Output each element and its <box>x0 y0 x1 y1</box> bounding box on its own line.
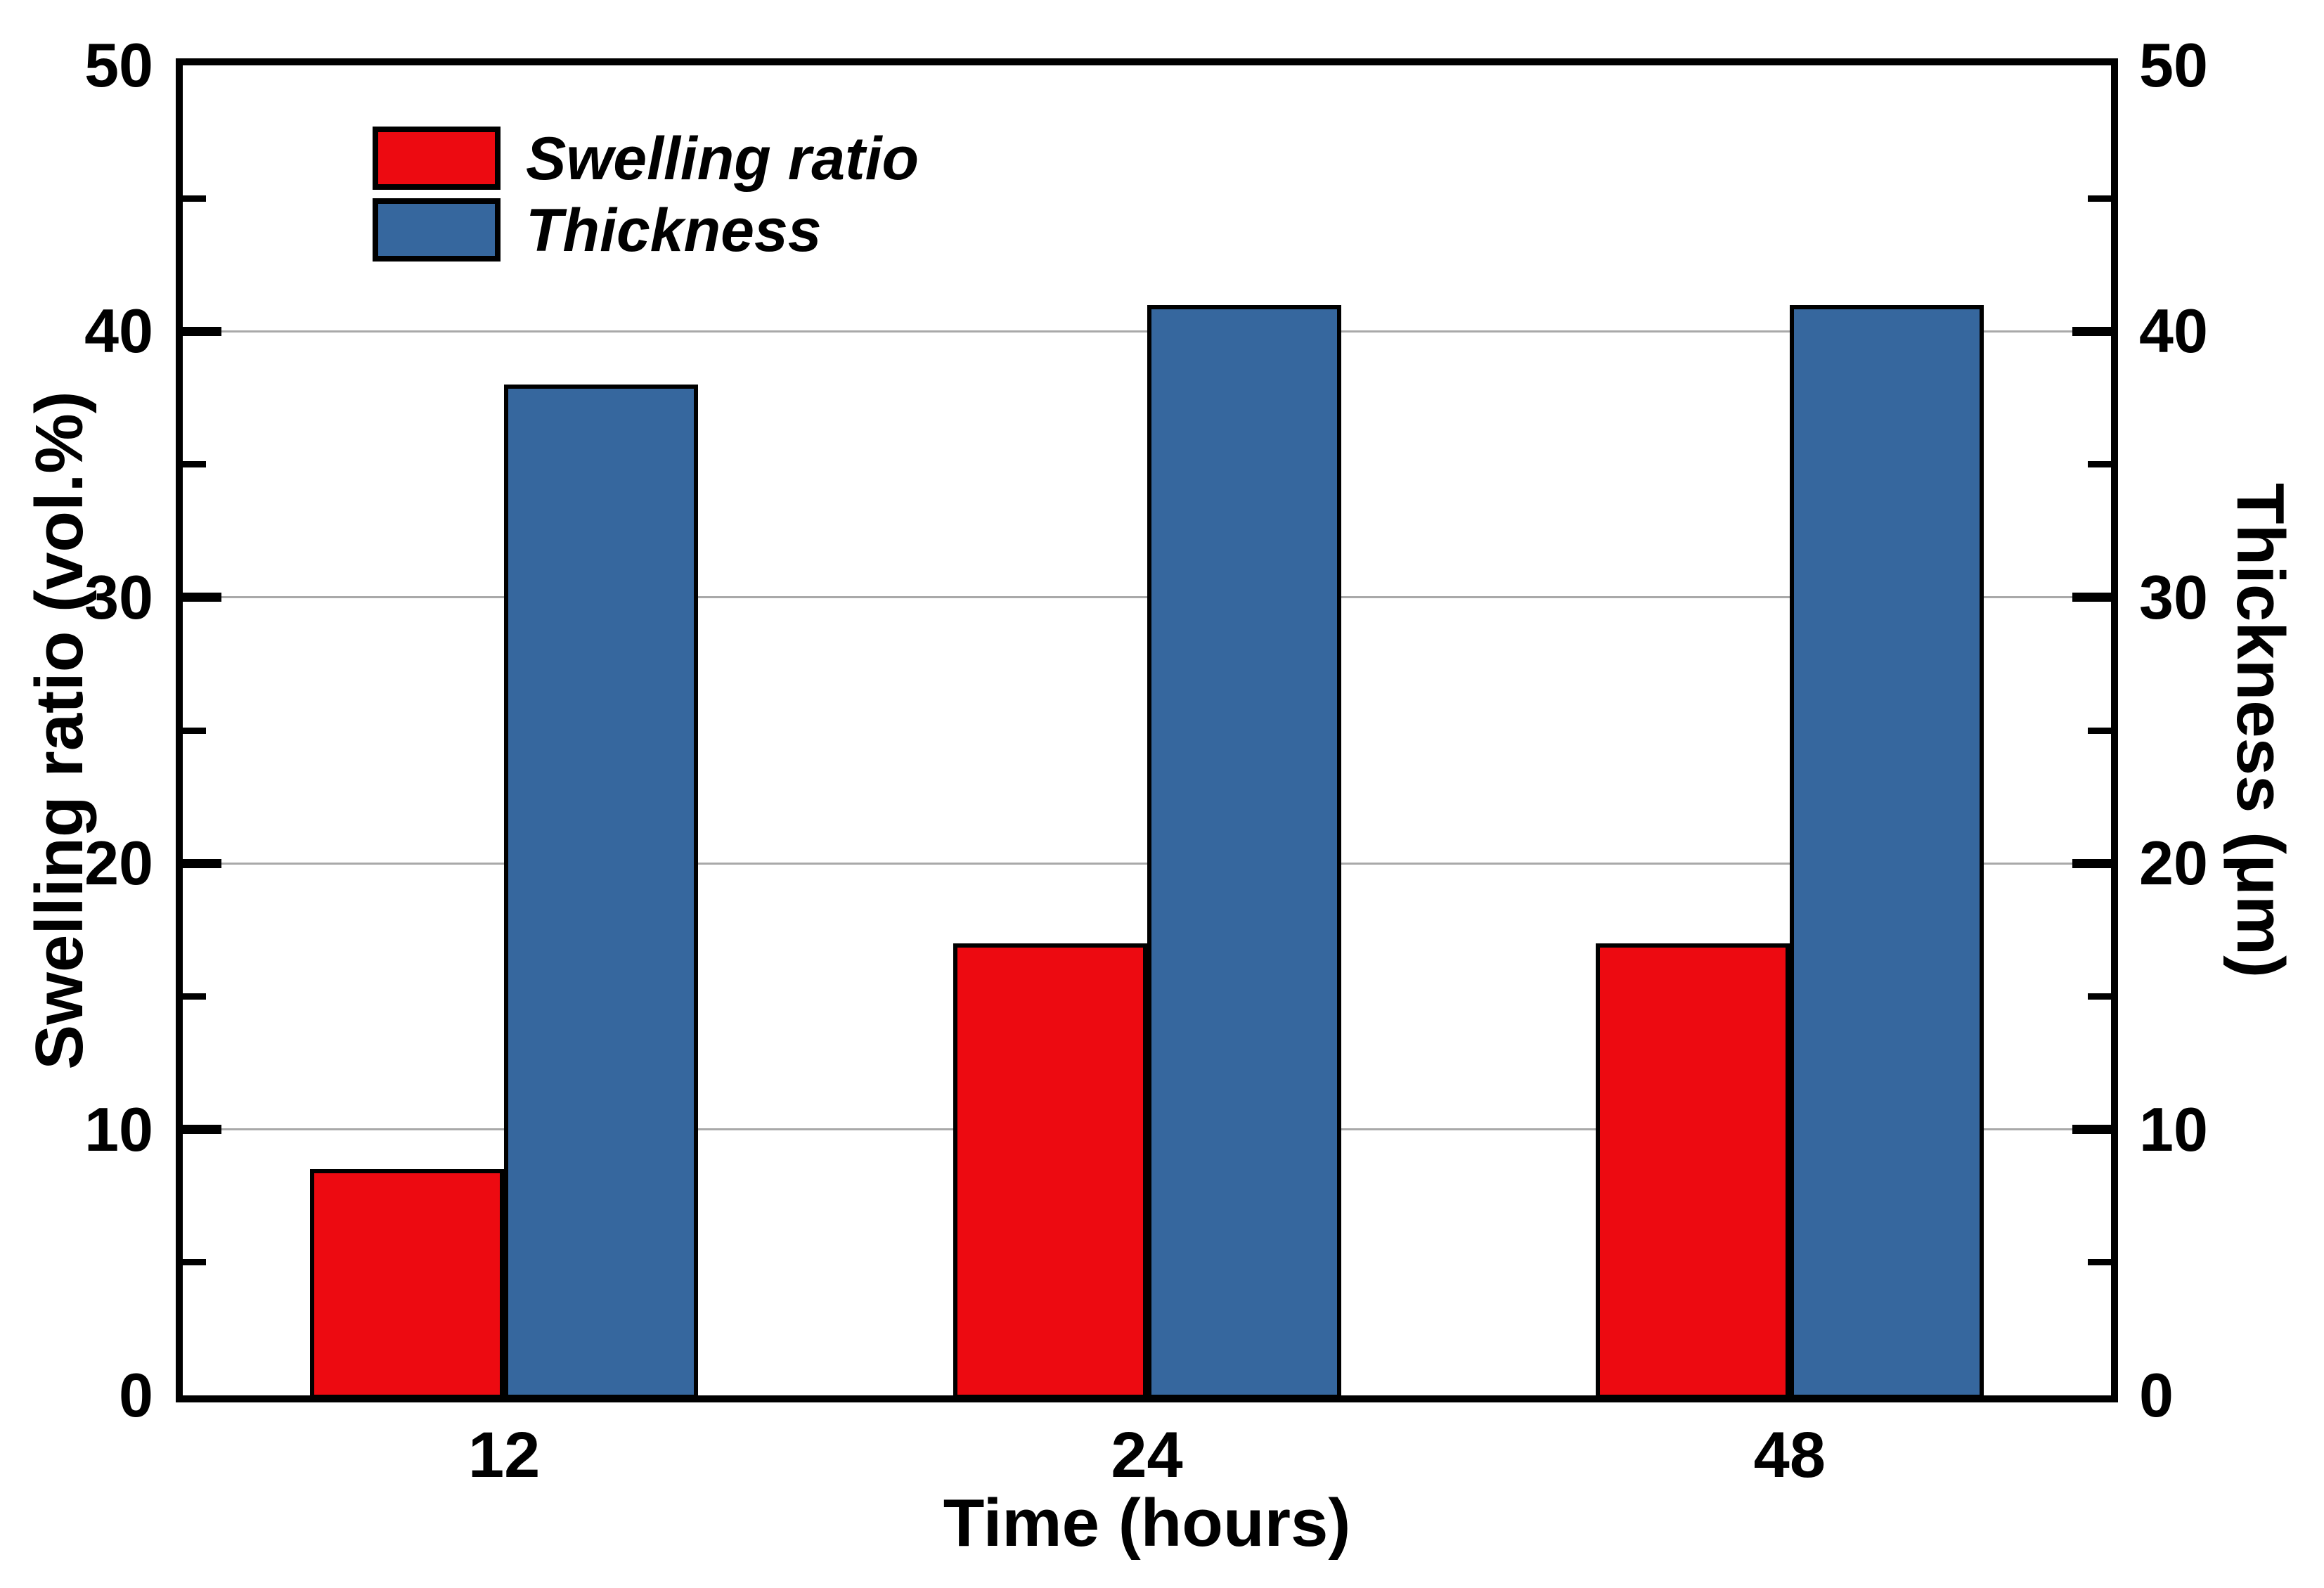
legend-label-swelling-ratio: Swelling ratio <box>526 125 919 193</box>
x-tick-label-48: 48 <box>1753 1419 1826 1491</box>
right-axis-title: Thickness (μm) <box>2223 482 2298 979</box>
plot-frame <box>176 58 2118 1402</box>
left-axis-tick-label-20: 20 <box>84 828 153 898</box>
bar-swelling-ratio-48h <box>1595 943 1790 1399</box>
left-axis-tick-label-0: 0 <box>119 1360 153 1430</box>
right-axis-tick-label-50: 50 <box>2139 30 2208 100</box>
right-axis-tick-30 <box>2072 593 2111 602</box>
bar-swelling-ratio-12h <box>310 1169 505 1399</box>
right-axis-tick-35 <box>2088 461 2111 468</box>
right-axis-tick-40 <box>2072 326 2111 336</box>
right-axis-tick-label-30: 30 <box>2139 562 2208 632</box>
left-axis-title: Swelling ratio (vol.%) <box>22 391 97 1070</box>
right-axis-tick-label-10: 10 <box>2139 1094 2208 1164</box>
left-axis-tick-45 <box>183 195 206 202</box>
legend-swatch-swelling-ratio <box>373 127 501 190</box>
right-axis-tick-label-0: 0 <box>2139 1360 2174 1430</box>
bar-thickness-48h <box>1789 304 1984 1399</box>
right-axis-tick-label-40: 40 <box>2139 296 2208 366</box>
x-tick-label-24: 24 <box>1111 1419 1183 1491</box>
left-axis-tick-30 <box>183 593 221 602</box>
right-axis-tick-label-20: 20 <box>2139 828 2208 898</box>
x-axis-title: Time (hours) <box>943 1485 1351 1561</box>
bar-thickness-24h <box>1147 304 1341 1399</box>
right-axis-tick-5 <box>2088 1259 2111 1266</box>
left-axis-tick-10 <box>183 1125 221 1135</box>
right-axis-tick-15 <box>2088 993 2111 1000</box>
left-axis-tick-label-50: 50 <box>84 30 153 100</box>
right-axis-tick-20 <box>2072 858 2111 868</box>
bar-swelling-ratio-24h <box>953 943 1147 1399</box>
left-axis-tick-40 <box>183 326 221 336</box>
left-axis-tick-20 <box>183 858 221 868</box>
left-axis-tick-15 <box>183 993 206 1000</box>
left-axis-tick-label-40: 40 <box>84 296 153 366</box>
x-tick-label-12: 12 <box>467 1419 541 1491</box>
left-axis-tick-35 <box>183 461 206 468</box>
left-axis-tick-25 <box>183 727 206 734</box>
right-axis-tick-10 <box>2072 1125 2111 1135</box>
legend-label-thickness: Thickness <box>526 197 822 264</box>
left-axis-tick-5 <box>183 1259 206 1266</box>
right-axis-tick-25 <box>2088 727 2111 734</box>
legend-swatch-thickness <box>373 198 501 262</box>
left-axis-tick-label-30: 30 <box>84 562 153 632</box>
bar-thickness-12h <box>504 385 699 1399</box>
right-axis-tick-45 <box>2088 195 2111 202</box>
left-axis-tick-label-10: 10 <box>84 1094 153 1164</box>
